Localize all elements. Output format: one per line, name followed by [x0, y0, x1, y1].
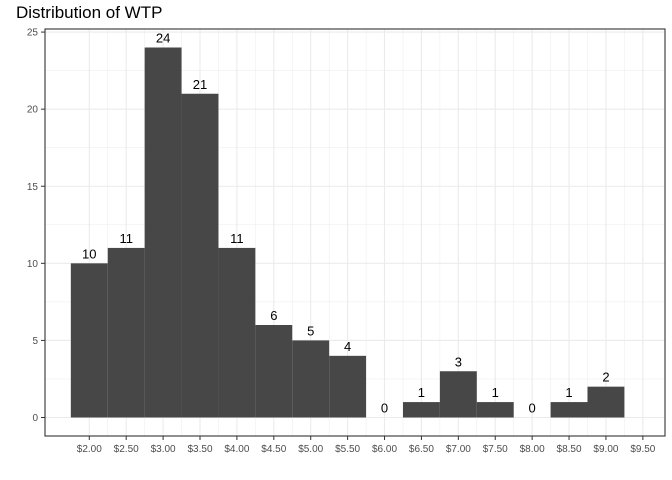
x-tick-label: $8.00 [520, 444, 545, 455]
y-tick-label: 0 [32, 413, 38, 424]
data-label: 0 [529, 401, 536, 416]
x-tick-label: $8.50 [557, 444, 582, 455]
histogram-bar [107, 247, 145, 418]
y-tick-label: 15 [27, 182, 39, 193]
data-label: 3 [455, 354, 462, 369]
x-tick-label: $5.00 [298, 444, 323, 455]
histogram-bar [218, 247, 256, 418]
histogram-bar [255, 325, 293, 418]
x-tick-label: $5.50 [335, 444, 360, 455]
x-tick-label: $6.50 [409, 444, 434, 455]
data-label: 4 [344, 339, 351, 354]
x-tick-label: $4.50 [261, 444, 286, 455]
histogram-bar [144, 47, 182, 418]
panel-border [44, 28, 666, 437]
histogram-bar [439, 371, 477, 418]
x-tick-label: $6.00 [372, 444, 397, 455]
data-label: 1 [565, 385, 572, 400]
x-tick-label: $2.50 [114, 444, 139, 455]
chart-title: Distribution of WTP [16, 3, 163, 22]
x-tick-label: $9.50 [630, 444, 655, 455]
data-label: 1 [492, 385, 499, 400]
histogram-bar [70, 263, 108, 418]
histogram-bar [587, 386, 625, 418]
y-tick-label: 10 [27, 259, 39, 270]
y-tick-label: 20 [27, 105, 39, 116]
x-tick-label: $9.00 [593, 444, 618, 455]
data-label: 1 [418, 385, 425, 400]
x-tick-label: $3.00 [151, 444, 176, 455]
data-label: 0 [381, 401, 388, 416]
y-tick-label: 5 [32, 336, 38, 347]
x-tick-label: $7.50 [483, 444, 508, 455]
histogram-bar [292, 340, 330, 418]
histogram-bar [329, 355, 367, 418]
data-label: 11 [119, 231, 133, 246]
data-label: 24 [156, 31, 170, 46]
data-label: 10 [82, 246, 96, 261]
histogram-bar [402, 402, 440, 418]
histogram-bar [550, 402, 588, 418]
x-tick-label: $3.50 [187, 444, 212, 455]
histogram-bar [181, 93, 219, 418]
data-label: 5 [307, 323, 314, 338]
data-label: 21 [193, 77, 207, 92]
x-tick-label: $2.00 [77, 444, 102, 455]
data-label: 11 [230, 231, 244, 246]
x-tick-label: $7.00 [446, 444, 471, 455]
y-tick-label: 25 [27, 28, 39, 39]
x-tick-label: $4.00 [224, 444, 249, 455]
data-label: 2 [602, 370, 609, 385]
data-label: 6 [270, 308, 277, 323]
histogram-bar [476, 402, 514, 418]
